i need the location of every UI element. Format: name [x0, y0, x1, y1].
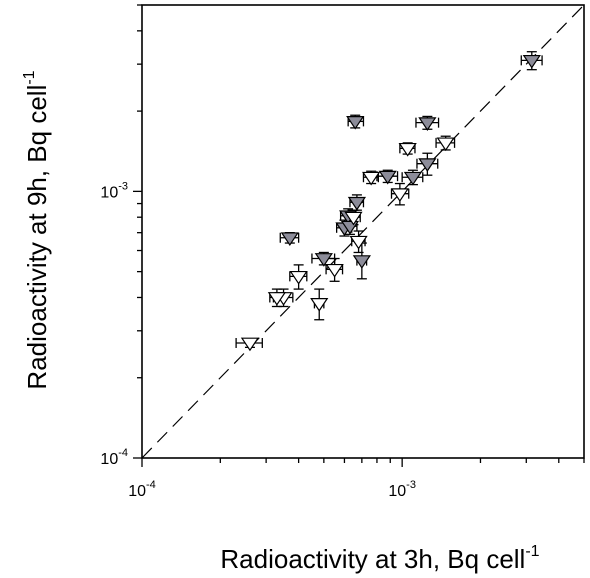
data-point-triangle	[314, 253, 333, 267]
x-tick-label: 10-4	[128, 479, 156, 500]
data-point-triangle	[418, 117, 437, 131]
x-axis-label-superscript: -1	[525, 543, 539, 560]
data-point-triangle	[240, 337, 260, 352]
y-tick-label-base: 10	[100, 451, 118, 468]
data-point-triangle	[289, 270, 308, 285]
data-point-triangle	[436, 137, 455, 152]
data-point-triangle	[362, 171, 381, 186]
y-axis-label: Radioactivity at 9h, Bq cell-1	[21, 70, 52, 389]
y-tick-label-base: 10	[100, 184, 118, 201]
y-tick-label: 10-4	[100, 447, 128, 468]
data-point-triangle	[310, 298, 329, 312]
data-point-triangle	[352, 255, 371, 269]
data-point-triangle	[346, 115, 365, 130]
data-point-triangle	[280, 232, 299, 247]
plot-frame	[141, 4, 585, 459]
error-bars	[235, 51, 543, 349]
y-tick-label-exponent: -4	[118, 447, 128, 459]
x-tick-label: 10-3	[388, 479, 416, 500]
y-tick-label-exponent: -3	[118, 180, 128, 192]
x-axis-label: Radioactivity at 3h, Bq cell-1	[220, 543, 539, 574]
data-point-triangle	[325, 263, 344, 278]
data-point-triangle	[418, 158, 437, 172]
data-point-triangle	[522, 54, 541, 69]
x-axis-ticks: 10-4 10-3	[128, 458, 585, 500]
data-point-triangle	[344, 211, 363, 226]
data-point-triangle	[267, 292, 287, 306]
y-axis-label-text: Radioactivity at 9h, Bq cell	[22, 85, 52, 390]
x-tick-label-exponent: -4	[146, 479, 156, 491]
y-tick-label: 10-3	[100, 180, 128, 201]
y-axis-label-superscript: -1	[21, 70, 38, 84]
x-tick-label-base: 10	[388, 483, 406, 500]
data-point-triangle	[403, 171, 423, 186]
data-markers	[240, 54, 541, 352]
data-point-triangle	[349, 235, 368, 250]
data-point-triangle	[347, 196, 367, 211]
y-axis-ticks: 10-410-3	[100, 4, 142, 468]
data-point-triangle	[378, 170, 397, 185]
x-tick-label-base: 10	[128, 483, 146, 500]
data-point-triangle	[390, 188, 409, 202]
x-axis-label-text: Radioactivity at 3h, Bq cell	[220, 544, 525, 574]
data-point-triangle	[398, 142, 417, 157]
x-tick-label-exponent: -3	[406, 479, 416, 491]
